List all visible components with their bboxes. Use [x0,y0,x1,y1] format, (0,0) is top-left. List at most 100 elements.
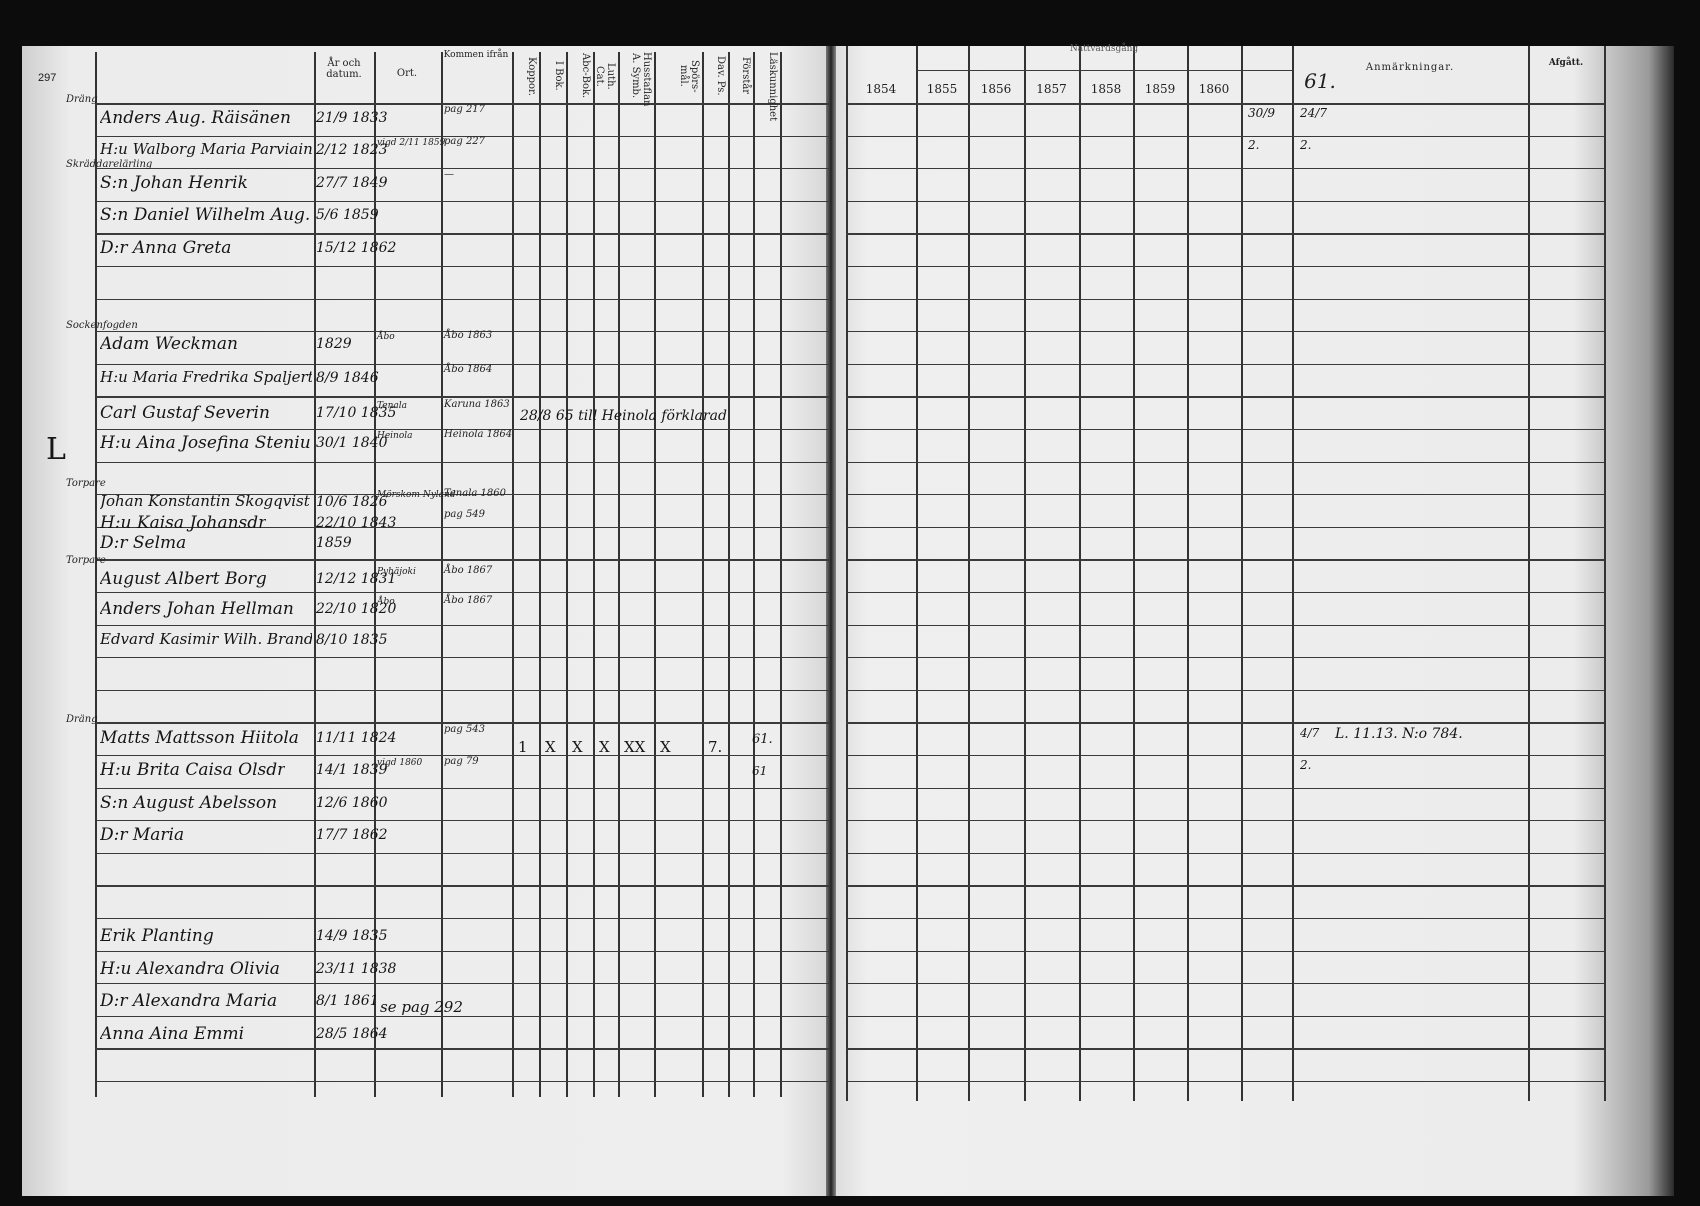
header-year-date: År och datum. [326,58,362,80]
entry-came-from: pag 227 [444,136,486,147]
brita-forstar: 61 [752,764,768,778]
row-line [846,722,1604,724]
column-line [780,52,782,1097]
row-line [95,983,830,985]
header-column: Förstår [740,57,751,95]
entry-occupation: Dräng [66,94,98,105]
entry-name: H:u Kaisa Johansdr [100,513,267,533]
entry-name: S:n August Abelsson [100,793,278,813]
column-line [1024,46,1026,1101]
entry-birth-date: 12/12 1831 [316,571,397,587]
row-line [95,429,830,431]
reference-note: se pag 292 [380,998,463,1016]
entry-place: Tenala [377,401,408,411]
row-line [846,755,1604,757]
row-line [95,820,830,822]
column-line [566,52,568,1097]
header-came-from: Kommen ifrån [443,50,509,60]
entry-name: H:u Brita Caisa Olsdr [100,760,286,780]
row-line [846,820,1604,822]
entry-place: vigd 2/11 1859 [377,138,446,148]
communion-61: 2. [1300,138,1312,152]
exam-mark: X [599,738,610,756]
entry-name: H:u Aina Josefina Steniu [100,433,311,453]
row-line [846,559,1604,561]
row-line [846,494,1604,496]
header-year: 1854 [865,82,897,96]
column-line [539,52,541,1097]
row-line [95,787,830,789]
entry-name: S:n Daniel Wilhelm Aug. [100,205,311,225]
row-line [95,233,830,235]
entry-came-from: Heinola 1864 [444,429,513,440]
row-line [95,657,830,659]
entry-birth-date: 8/9 1846 [316,370,379,386]
communion-61: 24/7 [1300,106,1327,120]
header-year: 1858 [1090,82,1122,96]
row-line [95,722,830,724]
entry-birth-date: 22/10 1843 [316,515,397,531]
entry-name: Matts Mattsson Hiitola [100,728,299,748]
entry-came-from: Åbo 1863 [444,330,493,341]
entry-birth-date: 10/6 1826 [316,494,388,510]
communion-1860: 30/9 [1248,106,1275,120]
entry-name: Anna Aina Emmi [100,1024,245,1044]
entry-birth-date: 1829 [316,336,352,352]
row-line [95,461,830,463]
row-line [95,168,830,170]
communion-61: 4/7 [1300,726,1320,740]
row-line [95,363,830,366]
entry-came-from: pag 549 [444,509,486,520]
row-line [846,983,1604,985]
column-line [1241,46,1243,1101]
entry-birth-date: 14/9 1835 [316,928,388,944]
entry-name: August Albert Borg [100,569,267,589]
exam-mark: 7. [708,738,723,756]
header-rule [846,103,1604,105]
left-page [22,46,830,1196]
row-line [846,429,1604,431]
entry-place: Pyhäjoki [377,567,416,577]
entry-occupation: Torpare [66,478,106,489]
entry-came-from: Åbo 1867 [444,565,493,576]
row-line [846,657,1604,659]
row-line [846,624,1604,626]
entry-birth-date: 12/6 1860 [316,795,388,811]
row-line [95,755,830,757]
header-communion: Nattvardsgång [1069,44,1139,54]
entry-birth-date: 14/1 1839 [316,762,388,778]
row-line [846,200,1604,203]
row-line [95,266,830,268]
row-line [846,526,1604,529]
entry-name: Edvard Kasimir Wilh. Brander [100,630,312,648]
row-line [95,1081,830,1083]
book-gutter [826,46,836,1196]
entry-came-from: Åbo 1864 [444,364,493,375]
column-line [1079,46,1081,1101]
entry-name: Johan Konstantin Skogqvist [100,492,310,510]
entry-name: D:r Alexandra Maria [100,991,278,1011]
remark: L. 11.13. N:o 784. [1335,726,1463,742]
row-line [95,1048,830,1050]
entry-birth-date: 17/7 1862 [316,827,388,843]
column-line [1528,46,1530,1101]
entry-name: Anders Aug. Räisänen [100,108,291,128]
row-line [846,461,1604,463]
entry-place: Åbo [377,597,395,607]
entry-birth-date: 11/11 1824 [316,730,397,746]
entry-birth-date: 28/5 1864 [316,1026,388,1042]
entry-came-from: pag 79 [444,756,479,767]
entry-occupation: Sockenfogden [66,320,138,331]
entry-name: Adam Weckman [100,334,238,354]
entry-birth-date: 5/6 1859 [316,207,379,223]
entry-birth-date: 21/9 1833 [316,110,388,126]
entry-came-from: Åbo 1867 [444,595,493,606]
entry-occupation: Torpare [66,555,106,566]
column-line [968,46,970,1101]
column-line [728,52,730,1097]
column-line [753,52,755,1097]
row-line [95,494,830,496]
entry-came-from: Tenala 1860 [444,488,507,499]
entry-place: Heinola [377,431,413,441]
column-line [846,46,848,1101]
